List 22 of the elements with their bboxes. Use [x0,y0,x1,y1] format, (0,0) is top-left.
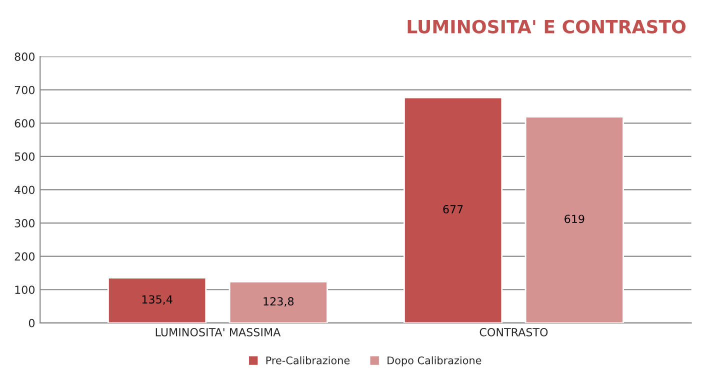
y-tick-label: 0 [28,318,35,328]
x-tick-label: CONTRASTO [480,328,548,336]
legend-label: Dopo Calibrazione [388,356,482,366]
y-tick-label: 400 [14,186,35,194]
x-tick-label: LUMINOSITA' MASSIMA [156,328,281,336]
data-label: 123,8 [264,297,294,307]
bar [524,116,624,323]
y-tick-label: 500 [14,152,35,161]
data-label: 677 [443,205,463,214]
y-tick-label: 200 [14,252,35,261]
bar [404,96,503,323]
y-tick-label: 100 [15,286,35,294]
bar [108,277,207,323]
y-tick-label: 700 [14,86,35,94]
y-tick-label: 300 [14,219,35,228]
bar [228,281,328,323]
y-tick-label: 600 [14,119,35,128]
data-label: 135,4 [142,295,172,305]
chart-title: LUMINOSITA' E CONTRASTO [408,20,686,34]
legend-label: Pre-Calibrazione [266,356,350,364]
y-tick-label: 800 [14,52,35,61]
data-label: 619 [564,214,584,224]
